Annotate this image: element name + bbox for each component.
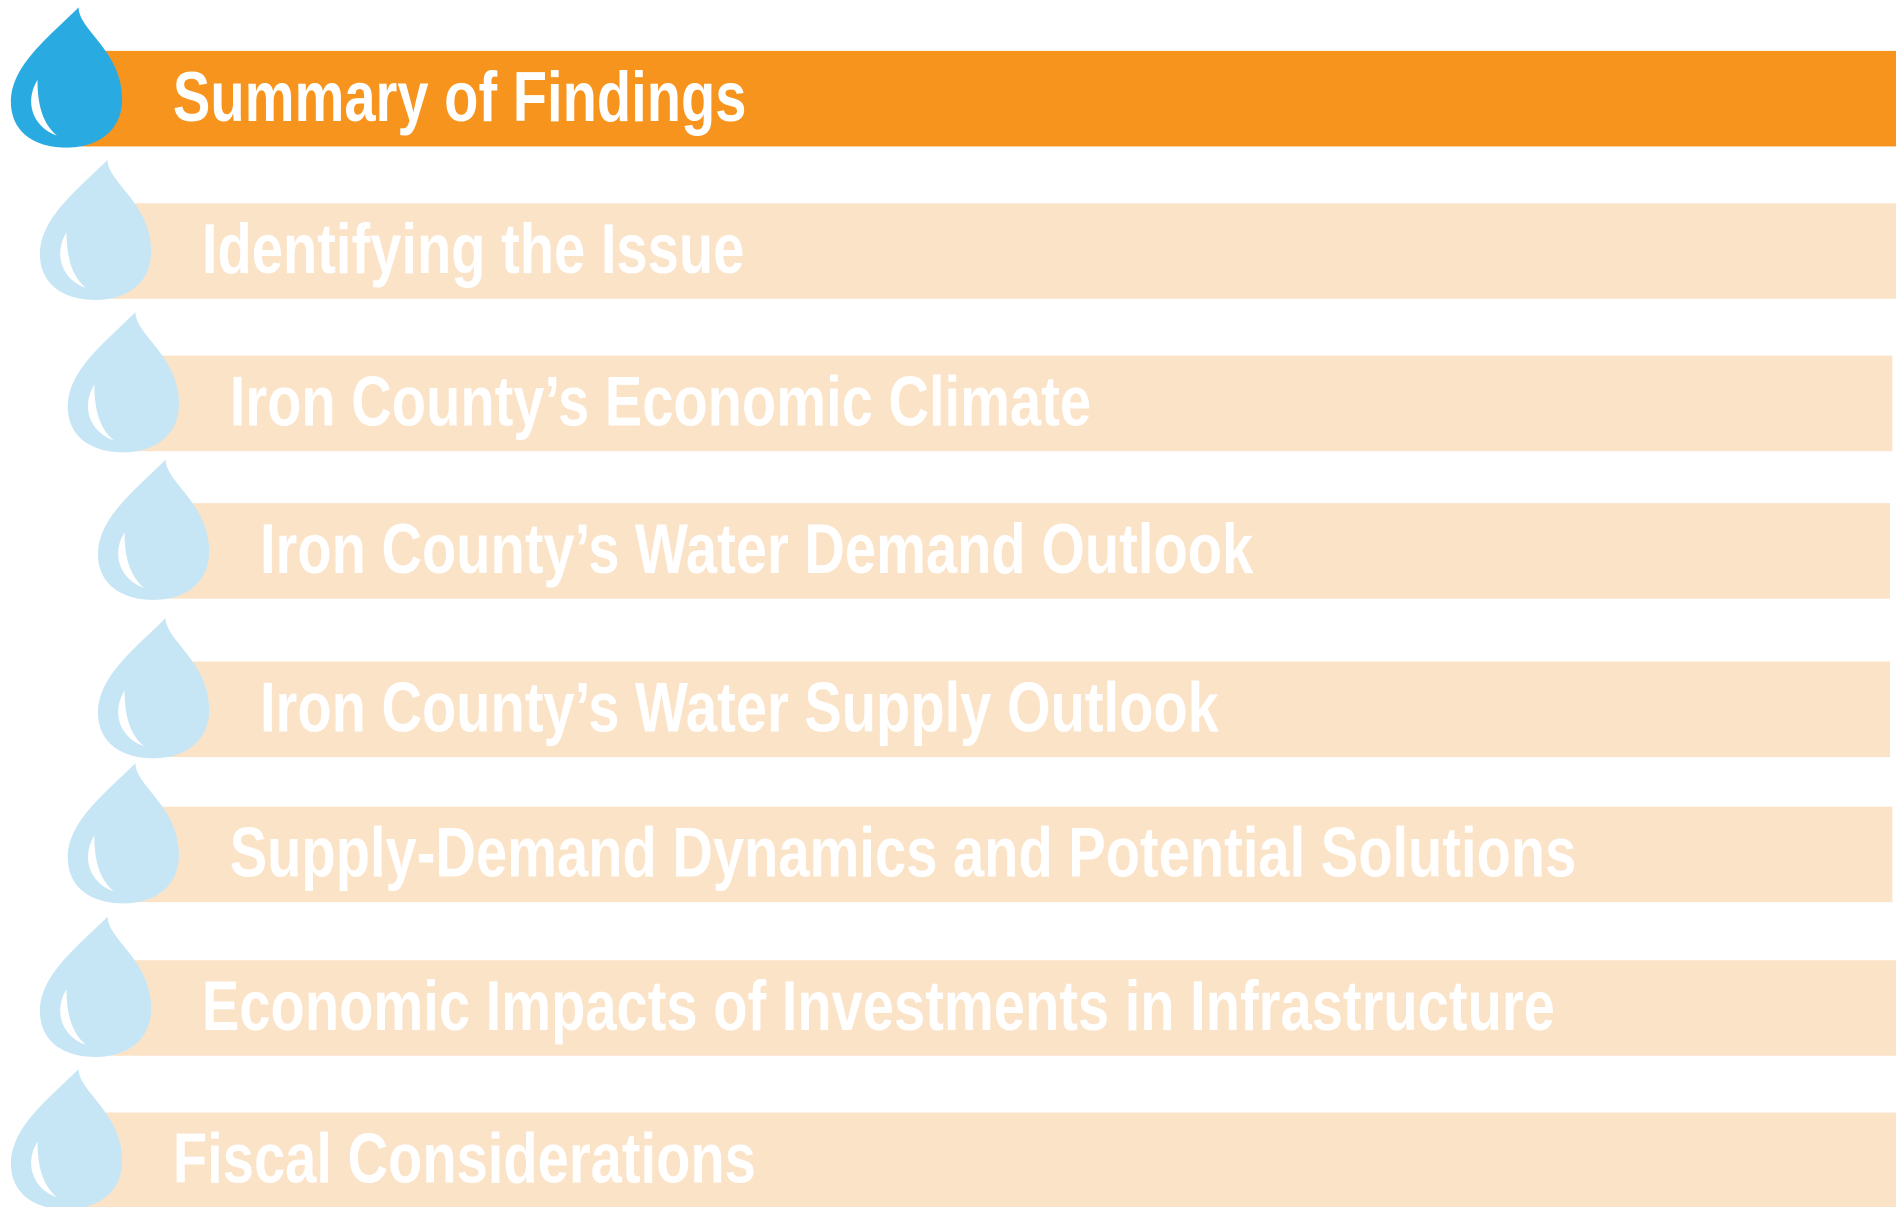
menu-item[interactable]: Summary of Findings: [10, 7, 1896, 148]
drop-highlight: [87, 384, 114, 441]
menu-label-wrap: Supply-Demand Dynamics and Potential Sol…: [230, 815, 1577, 892]
menu-bar: [107, 203, 1896, 299]
menu-label-wrap: Economic Impacts of Investments in Infra…: [202, 968, 1555, 1045]
menu-label: Iron County’s Economic Climate: [230, 364, 1091, 441]
menu-label: Economic Impacts of Investments in Infra…: [202, 968, 1555, 1045]
menu-item[interactable]: Fiscal Considerations: [10, 1069, 1896, 1207]
menu-label-wrap: Iron County’s Water Demand Outlook: [260, 511, 1254, 588]
menu-bar: [165, 503, 1890, 599]
menu-label: Identifying the Issue: [202, 211, 744, 288]
menu-label-wrap: Identifying the Issue: [202, 211, 744, 288]
menu-item[interactable]: Iron County’s Water Demand Outlook: [97, 459, 1890, 600]
menu-label-wrap: Fiscal Considerations: [173, 1121, 756, 1198]
menu-bar: [78, 50, 1896, 147]
drop-highlight: [60, 989, 86, 1045]
drop-icon: [97, 459, 210, 600]
menu-label-wrap: Summary of Findings: [173, 59, 747, 136]
drop-icon: [67, 312, 179, 453]
menu-label-wrap: Iron County’s Water Supply Outlook: [260, 670, 1219, 747]
drop-icon: [97, 618, 210, 759]
drop-highlight: [31, 79, 57, 136]
drop-icon: [39, 916, 152, 1057]
menu-label: Fiscal Considerations: [173, 1121, 756, 1198]
drop-highlight: [87, 835, 114, 892]
menu-bar: [135, 355, 1893, 452]
menu-bar: [78, 1112, 1896, 1207]
menu-bar: [135, 806, 1893, 903]
drop-highlight: [31, 1141, 57, 1198]
menu-label: Iron County’s Water Supply Outlook: [260, 670, 1219, 747]
menu-item[interactable]: Supply-Demand Dynamics and Potential Sol…: [67, 763, 1893, 904]
menu-item[interactable]: Identifying the Issue: [39, 159, 1896, 300]
menu-item[interactable]: Iron County’s Water Supply Outlook: [97, 618, 1890, 759]
menu-bar: [107, 960, 1896, 1056]
menu-label: Summary of Findings: [173, 59, 747, 136]
drop-highlight: [118, 690, 144, 747]
drop-highlight: [60, 232, 86, 288]
menu-label: Iron County’s Water Demand Outlook: [260, 511, 1254, 588]
drop-icon: [67, 763, 179, 904]
menu-item[interactable]: Iron County’s Economic Climate: [67, 312, 1893, 453]
menu-item[interactable]: Economic Impacts of Investments in Infra…: [39, 916, 1896, 1057]
menu-label-wrap: Iron County’s Economic Climate: [230, 364, 1091, 441]
drop-icon: [39, 159, 152, 300]
drop-icon: [10, 1069, 123, 1207]
menu-label: Supply-Demand Dynamics and Potential Sol…: [230, 815, 1577, 892]
drop-highlight: [118, 532, 144, 588]
drop-icon: [10, 7, 123, 148]
menu-bar: [165, 661, 1890, 758]
